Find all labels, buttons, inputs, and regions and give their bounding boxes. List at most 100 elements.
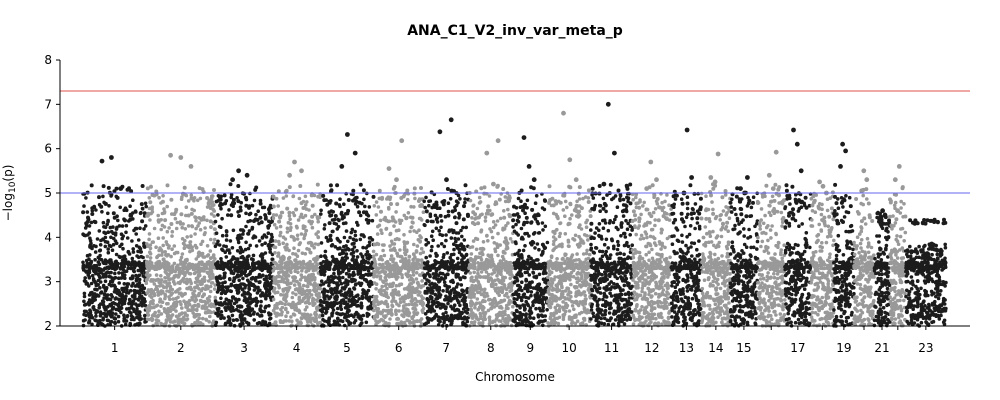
- snp-point: [495, 274, 499, 278]
- snp-point: [481, 247, 486, 251]
- snp-point: [412, 229, 416, 233]
- snp-point: [325, 202, 330, 207]
- snp-point: [99, 270, 103, 275]
- snp-point: [498, 216, 503, 221]
- snp-point: [248, 219, 253, 223]
- snp-point: [248, 265, 252, 270]
- snp-point: [124, 290, 129, 295]
- snp-point: [288, 217, 292, 222]
- snp-point: [265, 263, 270, 267]
- snp-point: [423, 289, 428, 294]
- snp-point: [160, 300, 165, 305]
- snp-point: [496, 243, 500, 248]
- snp-point: [156, 213, 160, 218]
- snp-point: [258, 201, 263, 206]
- snp-point: [304, 269, 309, 274]
- snp-point: [497, 266, 501, 271]
- snp-point: [341, 221, 346, 226]
- snp-point: [302, 312, 307, 317]
- snp-point: [142, 241, 146, 246]
- snp-point: [388, 232, 392, 237]
- snp-point: [420, 279, 424, 283]
- snp-point: [88, 308, 92, 313]
- snp-point: [194, 257, 199, 261]
- snp-point: [267, 273, 272, 278]
- snp-point: [440, 271, 445, 276]
- snp-point: [413, 261, 418, 266]
- snp-point: [509, 323, 514, 328]
- snp-point: [377, 257, 382, 262]
- snp-point: [375, 232, 380, 236]
- snp-point: [397, 228, 401, 232]
- snp-point: [104, 312, 109, 316]
- snp-point: [490, 212, 495, 217]
- snp-point: [156, 313, 161, 318]
- snp-point: [397, 309, 401, 313]
- snp-point: [285, 230, 290, 234]
- snp-point: [179, 292, 183, 297]
- snp-point: [104, 271, 108, 275]
- snp-point: [188, 279, 193, 284]
- snp-point: [455, 308, 459, 312]
- snp-point: [220, 303, 224, 307]
- snp-point: [103, 235, 108, 240]
- snp-point: [506, 207, 510, 212]
- snp-point: [461, 275, 466, 279]
- snp-point: [416, 266, 420, 271]
- snp-point: [147, 303, 152, 308]
- snp-point: [379, 317, 384, 322]
- snp-point: [510, 240, 515, 244]
- snp-point: [182, 321, 186, 326]
- snp-point: [82, 303, 87, 307]
- snp-point: [423, 205, 428, 210]
- peak-point: [345, 132, 350, 137]
- snp-point: [95, 237, 100, 241]
- snp-point: [463, 310, 468, 314]
- snp-point: [318, 286, 323, 291]
- snp-point: [266, 231, 271, 235]
- snp-point: [122, 261, 127, 265]
- snp-point: [97, 229, 102, 233]
- snp-point: [103, 279, 108, 284]
- snp-point: [368, 236, 373, 240]
- snp-point: [230, 246, 235, 250]
- snp-point: [382, 293, 386, 298]
- peak-point: [168, 152, 174, 158]
- snp-point: [157, 309, 161, 314]
- snp-point: [366, 273, 371, 277]
- snp-point: [112, 277, 116, 281]
- snp-point: [123, 257, 128, 262]
- snp-point: [484, 266, 489, 270]
- snp-point: [206, 310, 211, 315]
- snp-point: [262, 205, 267, 210]
- snp-point: [410, 266, 415, 271]
- snp-point: [269, 232, 274, 237]
- snp-point: [412, 186, 417, 191]
- snp-point: [308, 313, 313, 317]
- snp-point: [94, 266, 99, 270]
- snp-point: [218, 197, 223, 202]
- snp-point: [393, 262, 398, 267]
- snp-point: [180, 278, 185, 283]
- snp-point: [246, 322, 251, 327]
- snp-point: [117, 300, 122, 305]
- snp-point: [115, 195, 120, 200]
- snp-point: [419, 317, 424, 321]
- snp-point: [168, 309, 173, 313]
- snp-point: [450, 278, 455, 283]
- snp-point: [145, 213, 150, 218]
- snp-point: [329, 238, 333, 243]
- snp-point: [299, 201, 304, 206]
- snp-point: [94, 283, 99, 288]
- snp-point: [478, 283, 482, 288]
- peak-point: [491, 181, 496, 187]
- snp-point: [351, 237, 356, 241]
- snp-point: [90, 290, 94, 295]
- snp-point: [173, 274, 177, 279]
- snp-point: [128, 217, 133, 222]
- snp-point: [403, 252, 408, 257]
- snp-point: [101, 184, 106, 189]
- peak-point: [399, 138, 405, 144]
- snp-point: [474, 247, 479, 252]
- snp-point: [434, 304, 439, 309]
